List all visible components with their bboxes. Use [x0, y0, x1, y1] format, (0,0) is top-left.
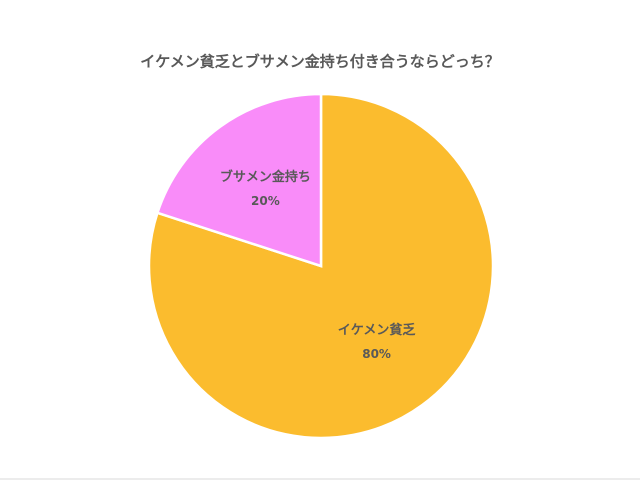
slice-value: 20% — [251, 194, 280, 208]
slice-label: イケメン貧乏 — [338, 322, 416, 338]
slice-label: ブサメン金持ち — [220, 169, 311, 185]
slice-value: 80% — [362, 347, 391, 361]
chart-title: イケメン貧乏とブサメン金持ち付き合うならどっち？ — [140, 53, 500, 71]
pie-slice — [155, 92, 323, 268]
